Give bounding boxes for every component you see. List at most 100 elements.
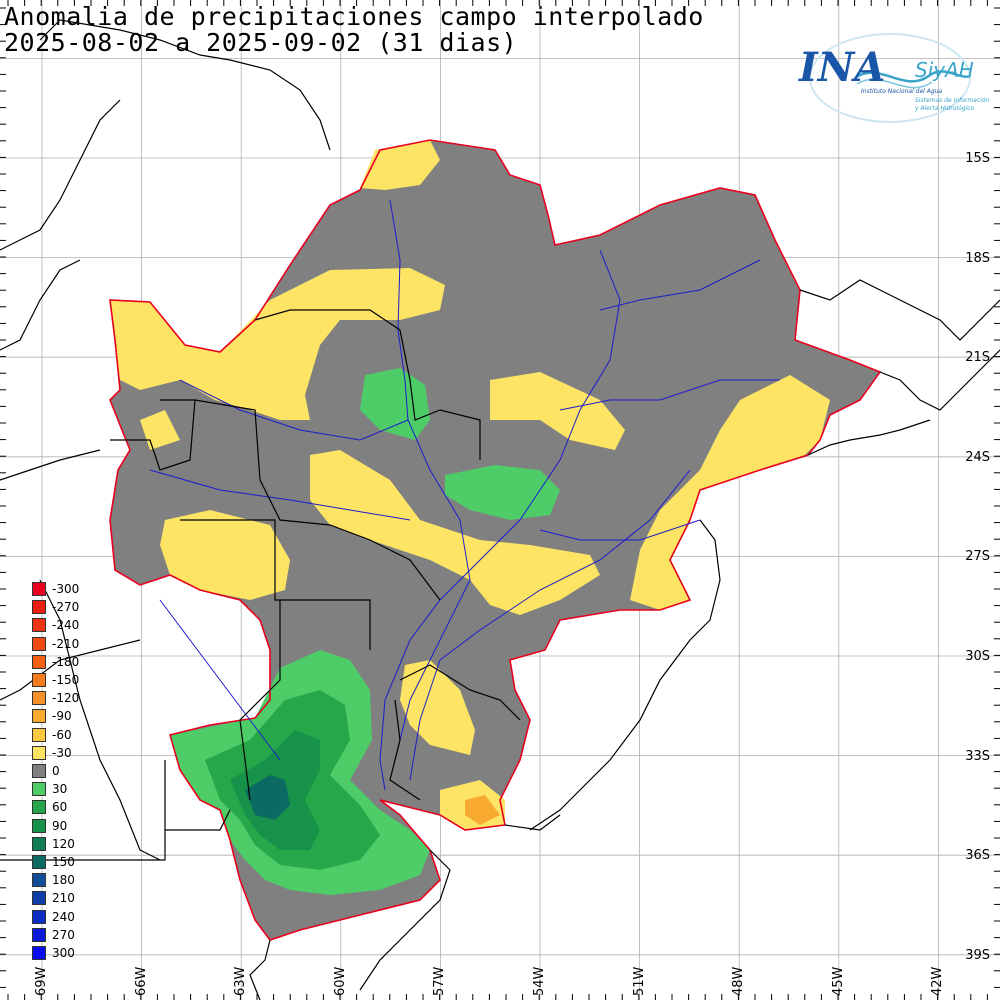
legend-swatch — [32, 673, 46, 687]
logo-subtitle-1: Instituto Nacional del Agua — [861, 88, 943, 95]
river-uruguay — [409, 469, 691, 781]
legend-label: 300 — [52, 946, 75, 960]
coast-south-brazil — [807, 419, 931, 456]
logo-subtitle-3: y Alerta Hidrológico — [915, 105, 975, 112]
legend-swatch — [32, 855, 46, 869]
border-la-pampa — [164, 760, 231, 831]
legend-label: 90 — [52, 818, 68, 833]
legend-swatch — [32, 818, 46, 833]
yellow-zone-uruguay — [400, 660, 475, 755]
yellow-zone-northwest — [110, 268, 445, 420]
coast-rio-plata — [359, 849, 451, 991]
yellow-zone-center-east — [490, 372, 625, 450]
legend-swatch — [32, 709, 46, 724]
logo-brand: INA — [799, 44, 886, 91]
legend-swatch — [32, 891, 46, 906]
legend-label: -180 — [52, 654, 80, 669]
legend-swatch — [32, 654, 46, 669]
latitude-label: 18S — [965, 250, 990, 266]
longitude-label: 63W — [233, 966, 249, 996]
border-brazil-coast — [799, 279, 1000, 341]
political-borders — [0, 19, 1000, 1000]
coast-uruguay — [504, 814, 561, 831]
legend-swatch — [32, 618, 46, 633]
ina-siyah-logo: INA SiyAH Instituto Nacional del Agua Si… — [795, 30, 995, 125]
legend-label: -210 — [52, 636, 80, 651]
legend-swatch — [32, 764, 46, 778]
coast-atlantic — [879, 349, 1000, 411]
logo-system: SiyAH — [915, 58, 974, 82]
legend-label: 240 — [52, 909, 75, 924]
legend-label: 120 — [52, 836, 75, 851]
legend-swatch — [32, 946, 46, 960]
latitude-label: 27S — [965, 549, 990, 565]
legend-label: -90 — [52, 709, 72, 724]
latitude-label: 21S — [965, 350, 990, 366]
latitude-label: 30S — [965, 649, 990, 664]
yellow-zone-diagonal — [310, 450, 600, 615]
longitude-label: 45W — [830, 966, 846, 996]
latitude-label: 33S — [965, 748, 990, 764]
yellow-zone-north — [360, 140, 440, 190]
border-provinces-1 — [180, 519, 371, 650]
basin-outline — [109, 139, 882, 941]
legend-label: -150 — [52, 673, 80, 687]
anomaly-field — [109, 139, 882, 941]
border-north-west — [0, 99, 121, 251]
legend-label: 180 — [52, 873, 75, 888]
legend-label: 270 — [52, 927, 75, 942]
border-provinces-3 — [110, 399, 196, 471]
river-pilcomayo — [179, 379, 409, 441]
legend-swatch — [32, 782, 46, 797]
legend-label: 0 — [52, 764, 60, 778]
longitude-label: 48W — [731, 966, 747, 996]
legend-label: -300 — [52, 582, 80, 596]
legend-label: 150 — [52, 855, 75, 869]
legend-swatch — [32, 582, 46, 596]
river-salado — [159, 599, 281, 761]
logo-ring — [809, 33, 971, 123]
legend-label: -240 — [52, 618, 80, 633]
border-uruguay-south — [389, 699, 421, 801]
logo-graphic — [809, 33, 971, 123]
border-bolivia-paraguay — [254, 309, 481, 460]
latitude-label: 24S — [965, 449, 990, 465]
legend-swatch — [32, 836, 46, 851]
border-west-mid — [0, 259, 81, 351]
river-bermejo — [149, 469, 411, 521]
river-grande — [599, 259, 761, 311]
latitude-label: 36S — [965, 848, 990, 864]
longitude-label: 54W — [532, 966, 547, 996]
legend-swatch — [32, 927, 46, 942]
coast-santa-catarina — [529, 519, 721, 831]
yellow-zone-coast — [630, 375, 830, 610]
border-rio-negro — [0, 830, 166, 861]
longitude-label: 69W — [34, 966, 49, 996]
longitude-label: 42W — [930, 966, 946, 996]
green-zone-north — [360, 368, 430, 440]
border-chile-north — [0, 449, 101, 481]
longitude-label: 66W — [133, 966, 149, 996]
legend-label: -270 — [52, 600, 80, 615]
legend-label: -120 — [52, 691, 80, 706]
logo-subtitle-2: Sistemas de información — [915, 97, 990, 104]
legend-swatch — [32, 745, 46, 760]
river-tiete — [559, 379, 780, 411]
coast-buenos-aires — [249, 939, 271, 1000]
legend-swatch — [32, 727, 46, 742]
legend-swatch — [32, 600, 46, 615]
logo-wave — [854, 70, 971, 83]
green-zone-pampas-deep — [245, 775, 290, 820]
legend-swatch — [32, 691, 46, 706]
longitude-label: 51W — [631, 966, 647, 996]
latitude-label: 15S — [965, 151, 990, 166]
border-provinces-2 — [239, 600, 281, 801]
river-parana — [379, 249, 621, 791]
longitude-label: 60W — [332, 966, 348, 996]
orange-zone-south — [465, 795, 500, 825]
legend-label: -30 — [52, 745, 72, 760]
legend-swatch — [32, 909, 46, 924]
legend-swatch — [32, 800, 46, 815]
